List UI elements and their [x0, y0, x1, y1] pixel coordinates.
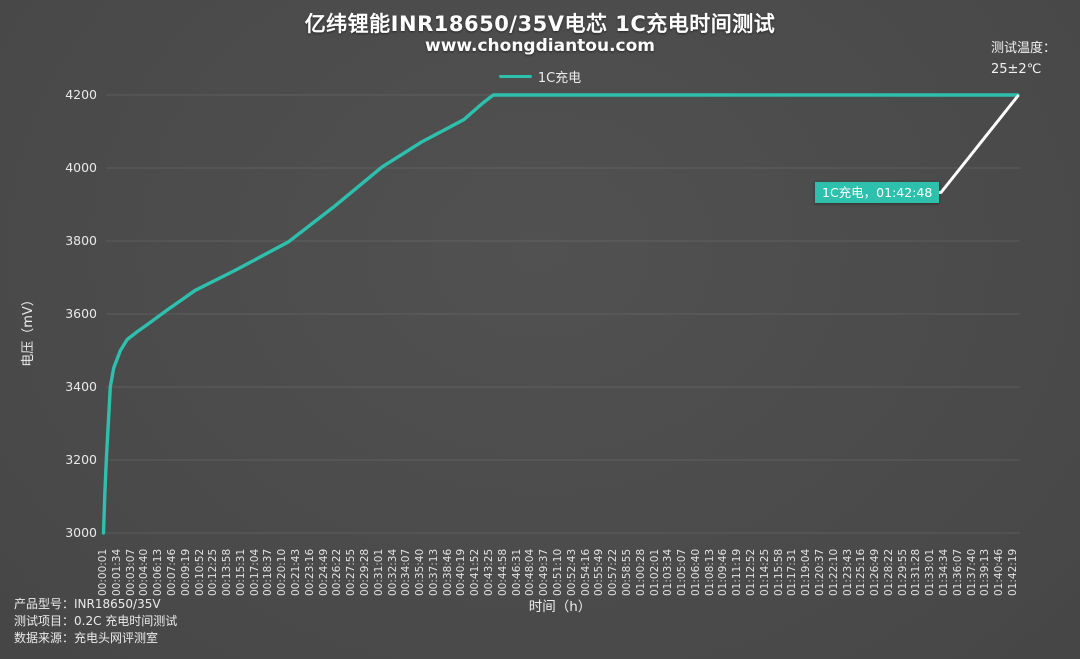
x-tick-label: 01:36:07	[951, 548, 964, 596]
x-tick-label: 01:05:07	[676, 548, 689, 596]
x-tick-label: 00:04:40	[138, 548, 151, 596]
x-tick-label: 00:37:13	[427, 548, 440, 596]
x-tick-label: 00:48:04	[524, 548, 537, 596]
x-tick-label: 00:34:07	[400, 548, 413, 596]
voltage-curve-1c	[101, 93, 1020, 535]
chart-subtitle-url: www.chongdiantou.com	[424, 36, 656, 56]
x-tick-label: 00:55:49	[593, 548, 606, 596]
x-tick-label: 00:12:25	[207, 548, 220, 596]
test-temperature-label: 测试温度：	[991, 41, 1057, 56]
x-tick-label: 00:17:04	[248, 548, 261, 596]
x-tick-label: 01:26:49	[869, 548, 882, 596]
x-tick-label: 00:18:37	[262, 548, 275, 596]
legend-series-label: 1C充电	[537, 70, 582, 86]
x-tick-label: 01:09:46	[717, 548, 730, 596]
x-tick-label: 01:08:13	[703, 548, 716, 596]
x-tick-label: 01:15:58	[772, 548, 785, 596]
x-tick-label: 00:20:10	[276, 548, 289, 596]
x-tick-label: 00:58:55	[620, 548, 633, 596]
y-tick-label-3000: 3000	[65, 525, 97, 540]
x-tick-label: 01:40:46	[993, 548, 1006, 596]
x-tick-label: 00:10:52	[193, 548, 206, 596]
x-tick-label: 00:06:13	[152, 548, 165, 596]
x-tick-label: 01:20:37	[813, 548, 826, 596]
x-tick-label: 01:29:55	[896, 548, 909, 596]
x-axis-title: 时间（h）	[528, 599, 592, 615]
x-tick-label: 01:11:19	[731, 548, 744, 596]
x-tick-label: 00:54:16	[579, 548, 592, 596]
x-tick-label: 01:28:22	[882, 548, 895, 596]
x-tick-label: 00:03:07	[124, 548, 137, 596]
x-tick-label: 01:06:40	[689, 548, 702, 596]
x-tick-label: 00:24:49	[317, 548, 330, 596]
x-tick-label: 00:43:25	[483, 548, 496, 596]
y-tick-label-4000: 4000	[65, 160, 97, 175]
x-tick-label: 01:31:28	[910, 548, 923, 596]
annotation-leader-line	[931, 94, 1020, 194]
y-tick-label-3800: 3800	[65, 233, 97, 248]
x-tick-label: 00:07:46	[165, 548, 178, 596]
x-tick-label: 00:52:43	[565, 548, 578, 596]
chart-title: 亿纬锂能INR18650/35V电芯 1C充电时间测试	[304, 12, 776, 36]
x-tick-label: 01:39:13	[979, 548, 992, 596]
x-tick-label: 01:23:43	[841, 548, 854, 596]
y-tick-label-4200: 4200	[65, 87, 97, 102]
x-tick-label: 00:38:46	[441, 548, 454, 596]
x-tick-label: 00:09:19	[179, 548, 192, 596]
x-tick-label: 01:02:01	[648, 548, 661, 596]
x-tick-label: 00:23:16	[303, 548, 316, 596]
test-temperature-value: 25±2℃	[991, 62, 1042, 77]
x-tick-label: 01:00:28	[634, 548, 647, 596]
x-tick-label: 00:15:31	[234, 548, 247, 596]
x-tick-label: 00:29:28	[358, 548, 371, 596]
test-temperature-note: 测试温度： 25±2℃	[991, 38, 1077, 80]
footer-product-model: 产品型号：INR18650/35V	[14, 597, 161, 611]
legend-line-swatch	[498, 74, 532, 78]
x-tick-label: 01:34:34	[938, 548, 951, 596]
footer-test-item: 测试项目：0.2C 充电时间测试	[14, 614, 178, 628]
footer-data-source: 数据来源：充电头网评测室	[14, 631, 159, 645]
x-tick-label: 01:42:19	[1007, 548, 1019, 596]
x-tick-label: 01:14:25	[758, 548, 771, 596]
y-tick-label-3200: 3200	[65, 452, 97, 467]
x-tick-label: 00:26:22	[331, 548, 344, 596]
footer-info: 产品型号：INR18650/35V 测试项目：0.2C 充电时间测试 数据来源：…	[14, 596, 177, 647]
x-tick-label: 01:25:16	[855, 548, 868, 596]
x-tick-label: 00:49:37	[538, 548, 551, 596]
x-tick-label: 00:31:01	[372, 548, 385, 596]
x-tick-label: 00:57:22	[607, 548, 620, 596]
x-tick-label: 01:37:40	[965, 548, 978, 596]
x-tick-label: 01:17:31	[786, 548, 799, 596]
x-tick-label: 00:40:19	[455, 548, 468, 596]
legend: 1C充电	[0, 68, 1080, 86]
x-tick-label: 00:01:34	[110, 548, 123, 596]
y-tick-label-3600: 3600	[65, 306, 97, 321]
x-tick-label: 01:12:52	[745, 548, 758, 596]
x-tick-label: 00:44:58	[496, 548, 509, 596]
x-tick-label: 00:35:40	[414, 548, 427, 596]
x-tick-label: 01:22:10	[827, 548, 840, 596]
charge-time-annotation: 1C充电，01:42:48	[815, 182, 940, 203]
x-tick-label: 00:41:52	[469, 548, 482, 596]
x-tick-label: 01:03:34	[662, 548, 675, 596]
y-tick-label-3400: 3400	[65, 379, 97, 394]
x-tick-label: 01:19:04	[800, 548, 813, 596]
x-tick-label: 01:33:01	[924, 548, 937, 596]
x-tick-label: 00:27:55	[345, 548, 358, 596]
x-tick-label: 00:46:31	[510, 548, 523, 596]
x-tick-label: 00:13:58	[221, 548, 234, 596]
x-tick-label: 00:21:43	[290, 548, 303, 596]
x-tick-label: 00:32:34	[386, 548, 399, 596]
x-tick-label: 00:51:10	[552, 548, 564, 596]
x-tick-label: 00:00:01	[97, 548, 109, 596]
